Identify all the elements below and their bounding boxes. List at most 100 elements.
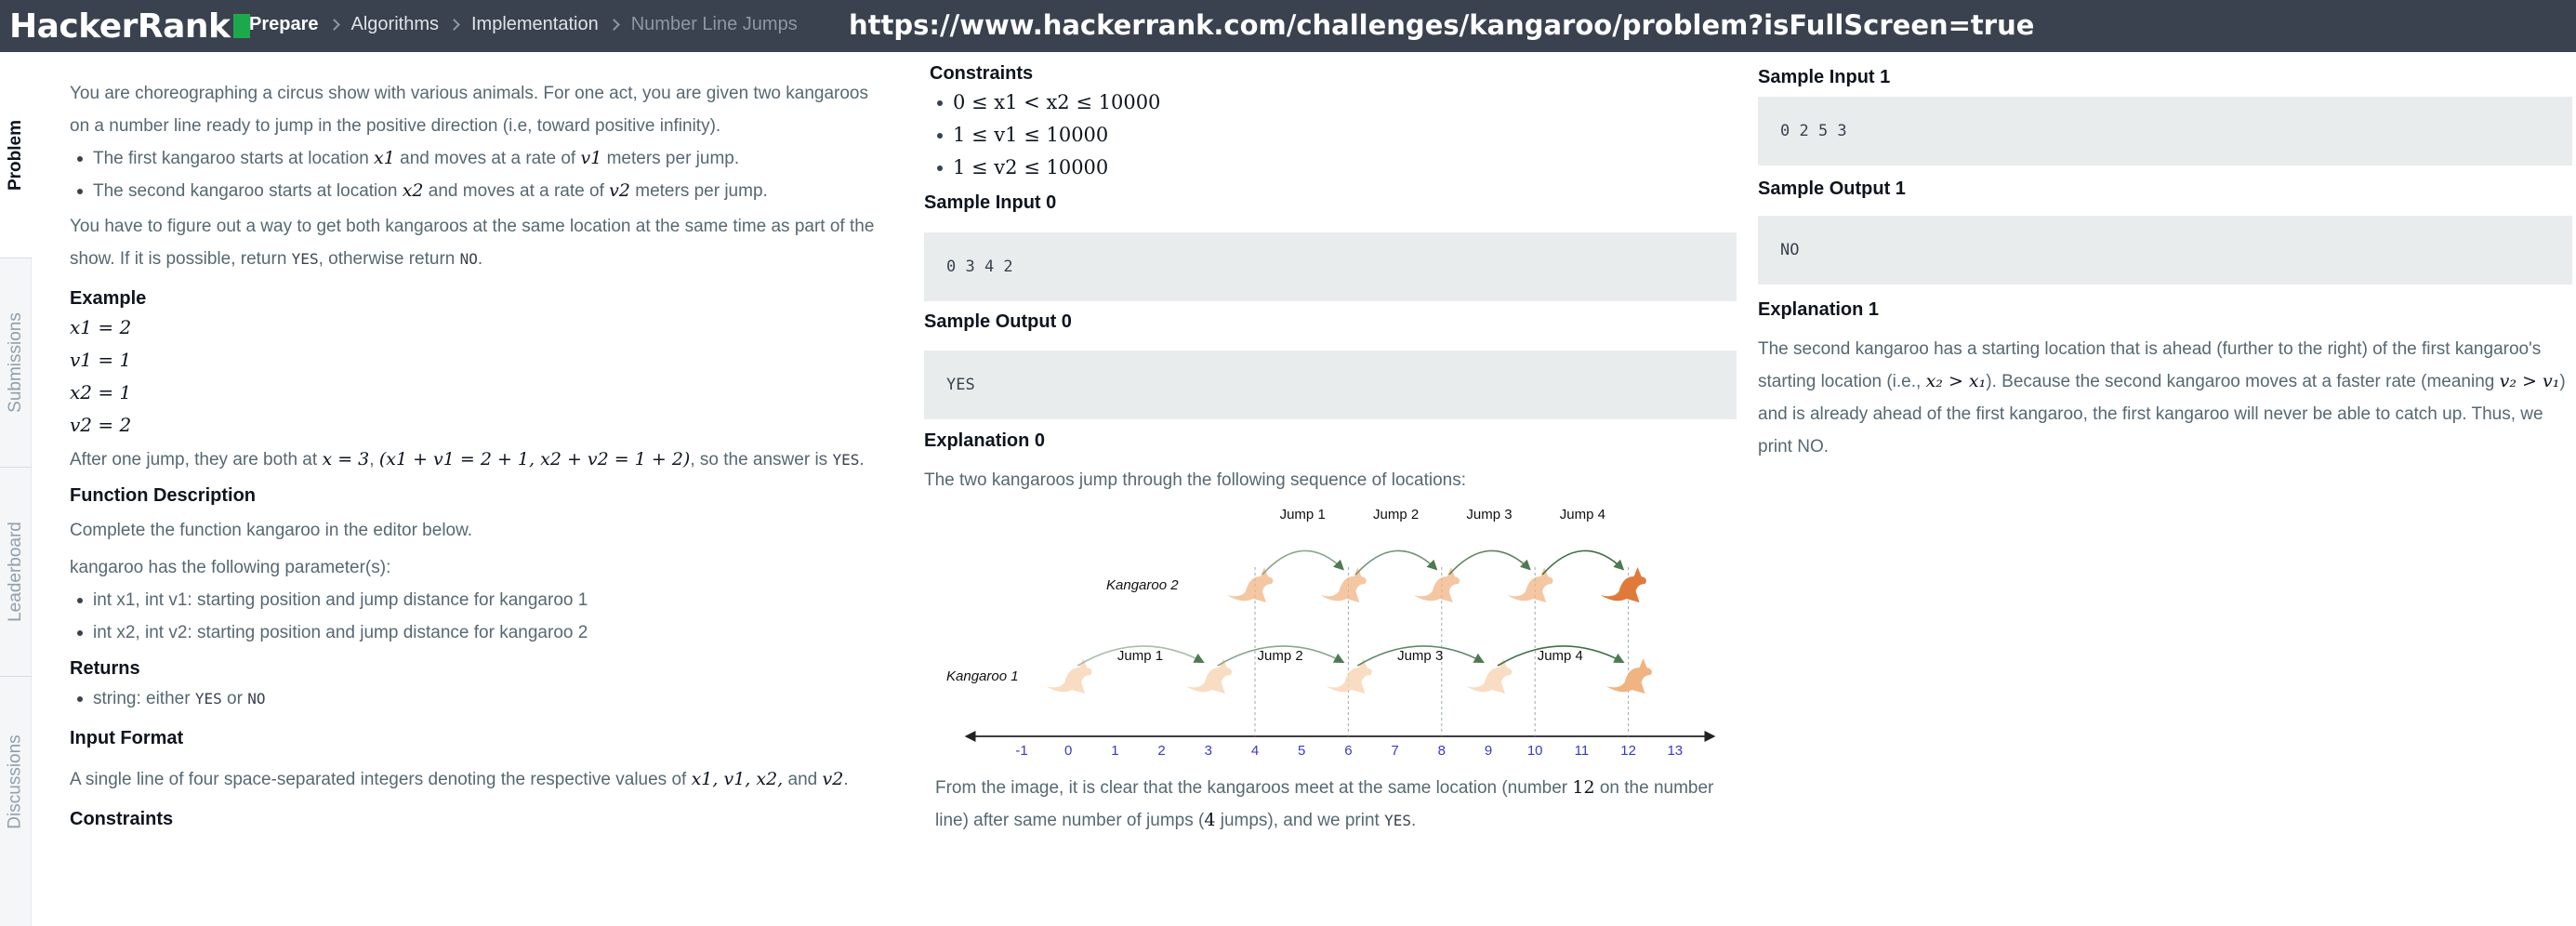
tick-label: 11 — [1575, 743, 1590, 759]
hackerrank-logo[interactable]: HackerRank — [9, 7, 250, 46]
text: , otherwise return — [318, 249, 460, 269]
url-overlay: https://www.hackerrank.com/challenges/ka… — [849, 9, 2035, 41]
problem-statement-column: You are choreographing a circus show wit… — [70, 52, 888, 926]
tick-label: 1 — [1111, 743, 1118, 759]
kangaroo-1-ghost — [1185, 658, 1233, 694]
returns-list: string: either YES or NO — [70, 682, 888, 715]
explanation-1-heading: Explanation 1 — [1758, 299, 1880, 320]
params-intro: kangaroo has the following parameter(s): — [70, 558, 391, 577]
sample-input-1: 0 2 5 3 — [1758, 97, 2572, 165]
breadcrumb-implementation[interactable]: Implementation — [470, 14, 599, 34]
kangaroo-2-ghost — [1320, 567, 1367, 602]
math-num: 12 — [1572, 777, 1595, 798]
kangaroo-shape — [1605, 658, 1652, 694]
tab-submissions-label: Submissions — [6, 312, 25, 413]
breadcrumb-algorithms[interactable]: Algorithms — [350, 14, 439, 34]
text: . — [843, 770, 849, 789]
input-format-heading: Input Format — [70, 728, 184, 748]
breadcrumb: Prepare Algorithms Implementation Number… — [249, 14, 798, 35]
returns-heading: Returns — [70, 658, 140, 679]
math-var: x1, v1, x2, — [691, 769, 784, 789]
code-yes: YES — [291, 250, 319, 268]
math-var: v1 — [580, 148, 602, 168]
code-no: NO — [247, 690, 266, 708]
list-item: 1 ≤ v2 ≤ 10000 — [930, 152, 1737, 184]
tab-discussions[interactable]: Discussions — [0, 677, 32, 886]
math-num: 4 — [1204, 810, 1216, 830]
tick-label: 12 — [1620, 743, 1636, 759]
text: . — [477, 249, 483, 269]
jump-arc-kangaroo-1 — [1497, 645, 1625, 667]
kangaroo-1-ghost — [1326, 658, 1372, 694]
constraints-heading: Constraints — [930, 63, 1034, 84]
chevron-right-icon — [607, 19, 620, 31]
kangaroo-2-final — [1600, 567, 1646, 602]
kangaroo-shape — [1326, 658, 1372, 694]
jump-label-bottom: Jump 1 — [1117, 648, 1163, 664]
tick-label: 7 — [1391, 743, 1398, 759]
kangaroo-1-final — [1605, 658, 1652, 694]
logo-text: HackerRank — [9, 7, 231, 46]
jump-label-top: Jump 2 — [1373, 507, 1419, 523]
example-x1: x1 = 2 — [70, 316, 132, 338]
tab-problem[interactable]: Problem — [0, 52, 32, 258]
text: , — [369, 450, 379, 470]
code-yes: YES — [832, 451, 860, 469]
sample-input-0-heading: Sample Input 0 — [924, 192, 1057, 213]
example-v2: v2 = 2 — [70, 414, 132, 436]
list-item: 0 ≤ x1 < x2 ≤ 10000 — [930, 86, 1737, 119]
code-yes: YES — [194, 690, 222, 708]
tick-label: 5 — [1298, 743, 1305, 759]
math-expr: v₂ > v₁ — [2499, 371, 2560, 391]
text: on the number line) after same number of… — [935, 778, 1714, 830]
kangaroo-shape — [1046, 658, 1092, 694]
example-heading: Example — [70, 288, 147, 309]
sample-1-column: Sample Input 1 0 2 5 3 Sample Output 1 N… — [1758, 52, 2572, 926]
tick-label: 3 — [1205, 743, 1212, 759]
list-item: int x2, int v2: starting position and ju… — [70, 616, 888, 649]
text: From the image, it is clear that the kan… — [935, 778, 1573, 798]
kangaroo-shape — [1227, 567, 1274, 602]
side-tabs: Problem Submissions Leaderboard Discussi… — [0, 52, 32, 926]
text: meters per jump. — [601, 149, 740, 168]
sample-input-1-heading: Sample Input 1 — [1758, 67, 1891, 87]
jump-arc-kangaroo-2 — [1448, 549, 1531, 575]
sample-output-0: YES — [924, 351, 1737, 419]
text: jumps), and we print — [1215, 811, 1385, 830]
jump-label-top: Jump 4 — [1560, 507, 1605, 523]
kangaroo-shape — [1413, 567, 1460, 602]
sample-input-0: 0 3 4 2 — [924, 232, 1737, 301]
input-format-text: A single line of four space-separated in… — [70, 763, 888, 796]
kangaroo-2-ghost — [1227, 567, 1274, 602]
sample-output-1-heading: Sample Output 1 — [1758, 179, 1906, 199]
code-yes: YES — [1384, 812, 1411, 829]
explanation-0-conclusion: From the image, it is clear that the kan… — [935, 777, 1714, 830]
problem-intro: You are choreographing a circus show wit… — [70, 84, 868, 136]
tick-label: 9 — [1485, 743, 1492, 759]
math-expr: x₂ > x₁ — [1925, 371, 1987, 391]
kangaroo-2-ghost — [1413, 567, 1460, 602]
tick-label: 2 — [1157, 743, 1165, 759]
jump-arc-kangaroo-1 — [1217, 645, 1345, 667]
code-no: NO — [459, 250, 478, 268]
jump-label-bottom: Jump 2 — [1257, 648, 1302, 664]
tab-problem-label: Problem — [6, 119, 25, 191]
tab-leaderboard[interactable]: Leaderboard — [0, 468, 32, 677]
tab-submissions[interactable]: Submissions — [0, 258, 32, 468]
samples-column: Constraints 0 ≤ x1 < x2 ≤ 10000 1 ≤ v1 ≤… — [924, 52, 1737, 926]
sample-output-0-heading: Sample Output 0 — [924, 311, 1072, 332]
text: or — [221, 689, 248, 708]
example-v1: v1 = 1 — [70, 349, 132, 371]
text: The first kangaroo starts at location — [93, 149, 375, 168]
jump-arc-kangaroo-1 — [1356, 645, 1485, 667]
list-item: 1 ≤ v1 ≤ 10000 — [930, 119, 1737, 152]
constraints-heading: Constraints — [70, 809, 174, 829]
math-expr: x = 3 — [322, 449, 370, 470]
top-navigation-bar: HackerRank Prepare Algorithms Implementa… — [0, 0, 2576, 52]
breadcrumb-prepare[interactable]: Prepare — [249, 14, 319, 34]
text: , so the answer is — [690, 450, 833, 470]
jump-label-top: Jump 1 — [1280, 507, 1326, 523]
list-item: The second kangaroo starts at location x… — [70, 175, 888, 207]
explanation-0-text: The two kangaroos jump through the follo… — [924, 470, 1467, 490]
params-list: int x1, int v1: starting position and ju… — [70, 584, 888, 649]
